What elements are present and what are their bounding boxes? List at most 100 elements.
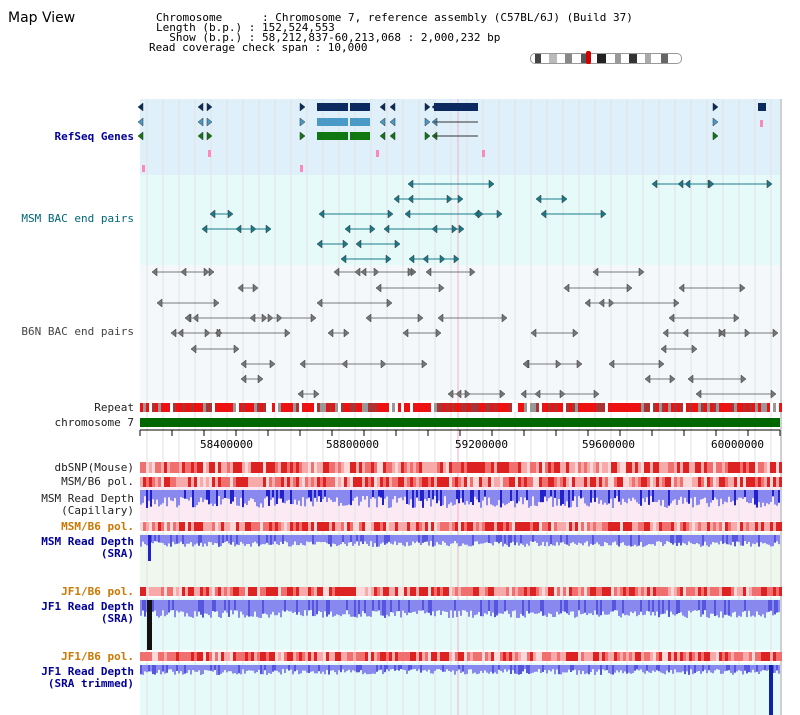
depth-bar [200, 535, 202, 543]
refseq-label[interactable]: RefSeq Genes [54, 130, 134, 143]
depth-bar [254, 600, 256, 612]
heat-mark [518, 652, 521, 661]
heat-mark [476, 587, 479, 596]
heat-mark [374, 462, 377, 473]
depth-bar [596, 490, 598, 498]
heat-mark [743, 587, 746, 596]
b6n-bac-label[interactable]: B6N BAC end pairs [21, 325, 134, 338]
heat-mark [251, 462, 254, 473]
depth-bar [642, 490, 644, 499]
depth-bar [756, 490, 758, 508]
chromosome-ideogram[interactable] [530, 53, 682, 64]
heat-mark [740, 522, 743, 531]
repeat-mark [506, 403, 509, 412]
depth-bar [184, 490, 186, 499]
depth-bar [616, 600, 618, 611]
repeat-mark [545, 403, 548, 412]
depth-bar [234, 490, 236, 497]
repeat-mark [284, 403, 287, 412]
msm-b6-pol-label-2[interactable]: MSM/B6 pol. [61, 520, 134, 533]
ideogram-position-marker[interactable] [586, 51, 591, 64]
depth-bar [482, 490, 484, 501]
heat-mark [638, 462, 641, 473]
heat-mark [173, 462, 176, 473]
heat-mark [566, 522, 569, 531]
depth-bar [390, 665, 392, 670]
depth-bar [434, 535, 436, 546]
depth-bar [634, 665, 636, 671]
depth-bar [222, 665, 224, 673]
heat-mark [509, 462, 512, 473]
depth-bar [704, 600, 706, 611]
heat-mark [224, 477, 227, 487]
depth-bar [276, 490, 278, 504]
depth-bar [492, 535, 494, 546]
repeat-mark [257, 403, 260, 412]
jf1-read-depth-sra-label[interactable]: JF1 Read Depth (SRA) [41, 600, 134, 625]
depth-bar [526, 535, 528, 544]
depth-bar [522, 535, 524, 545]
heat-mark [284, 587, 287, 596]
msm-b6-pol-label[interactable]: MSM/B6 pol. [61, 475, 134, 488]
depth-bar [210, 665, 212, 671]
depth-bar [682, 600, 684, 616]
depth-bar [640, 490, 642, 506]
depth-bar [444, 535, 446, 543]
dbsnp-label[interactable]: dbSNP(Mouse) [54, 461, 134, 474]
heat-mark [281, 587, 284, 596]
msm-read-depth-capillary-label[interactable]: MSM Read Depth (Capillary) [41, 492, 134, 517]
heat-mark [539, 462, 542, 473]
heat-mark [614, 587, 617, 596]
heat-mark [545, 477, 548, 487]
depth-bar [180, 665, 182, 672]
depth-bar [188, 535, 190, 544]
depth-bar [574, 600, 576, 618]
depth-bar [350, 535, 352, 542]
msm-bac-label[interactable]: MSM BAC end pairs [21, 212, 134, 225]
depth-bar [520, 490, 522, 498]
heat-mark [146, 522, 149, 531]
depth-bar [384, 490, 386, 499]
jf1-b6-pol-label[interactable]: JF1/B6 pol. [61, 585, 134, 598]
depth-bar [304, 535, 306, 546]
depth-bar [760, 535, 762, 543]
depth-bar [626, 490, 628, 504]
depth-bar [382, 535, 384, 543]
heat-mark [497, 477, 500, 487]
depth-bar [634, 600, 636, 612]
depth-bar [484, 600, 486, 614]
depth-bar [186, 665, 188, 673]
heat-mark [407, 652, 410, 661]
heat-mark [764, 587, 767, 596]
depth-bar [456, 535, 458, 544]
heat-mark [614, 652, 617, 661]
depth-bar [704, 535, 706, 542]
msm-read-depth-sra-label[interactable]: MSM Read Depth (SRA) [41, 535, 134, 560]
depth-bar [746, 665, 748, 674]
depth-bar [738, 665, 740, 671]
depth-bar [736, 600, 738, 618]
depth-bar [600, 535, 602, 547]
depth-bar [202, 600, 204, 618]
strand-arrow [137, 117, 144, 127]
jf1-read-depth-trim-label[interactable]: JF1 Read Depth (SRA trimmed) [41, 665, 134, 690]
heat-mark [377, 587, 380, 596]
depth-bar [298, 490, 300, 501]
depth-bar [256, 490, 258, 507]
heat-mark [170, 522, 173, 531]
depth-bar [206, 535, 208, 547]
repeat-mark [494, 403, 497, 412]
depth-bar [380, 490, 382, 498]
heat-mark [317, 587, 320, 596]
heat-mark [683, 522, 686, 531]
heat-mark [251, 522, 254, 531]
depth-bar [236, 665, 238, 675]
repeat-mark [449, 403, 452, 412]
jf1-b6-pol-label-2[interactable]: JF1/B6 pol. [61, 650, 134, 663]
heat-mark [611, 522, 614, 531]
depth-bar [598, 535, 600, 545]
depth-bar [444, 600, 446, 612]
heat-mark [608, 522, 611, 531]
heat-mark [548, 587, 551, 596]
